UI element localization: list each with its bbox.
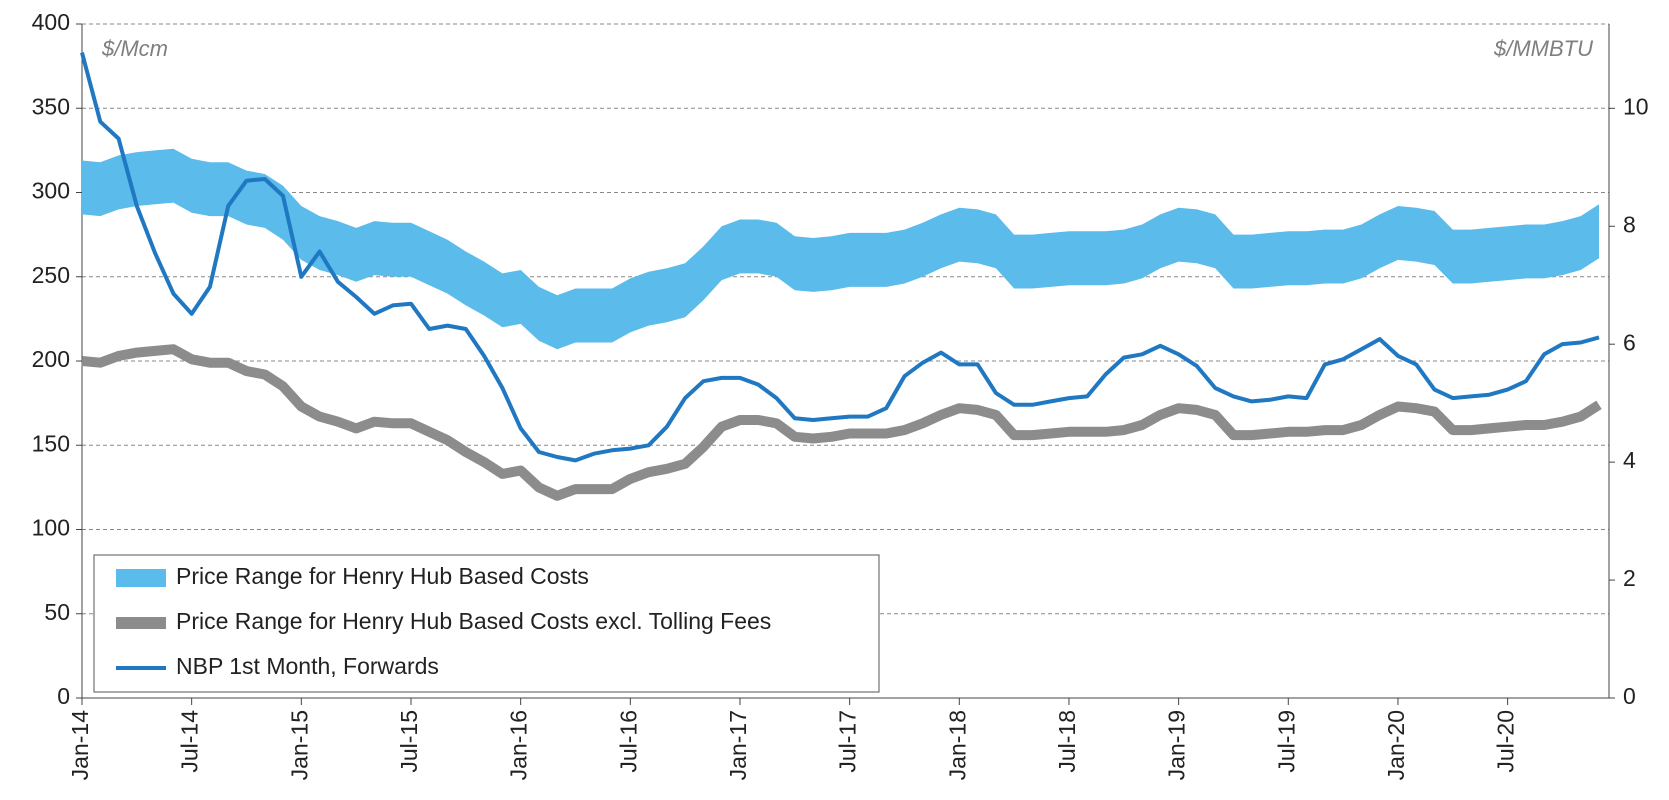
y2-axis-label: $/MMBTU <box>1493 36 1593 61</box>
x-tick-label: Jul-14 <box>177 710 203 773</box>
x-tick-label: Jul-20 <box>1493 710 1519 773</box>
y-tick-label: 150 <box>32 430 70 456</box>
x-tick-label: Jan-19 <box>1164 710 1190 780</box>
x-tick-label: Jul-16 <box>615 710 641 773</box>
y-axis-label: $/Mcm <box>101 36 168 61</box>
y2-tick-label: 2 <box>1623 565 1636 591</box>
x-tick-label: Jan-17 <box>725 710 751 780</box>
legend-box <box>93 554 880 693</box>
y-tick-label: 0 <box>57 683 70 709</box>
legend-label: NBP 1st Month, Forwards <box>176 653 439 679</box>
legend: Price Range for Henry Hub Based Costs Pri… <box>93 554 880 693</box>
y-tick-label: 400 <box>32 9 70 35</box>
x-tick-label: Jan-20 <box>1383 710 1409 780</box>
y2-tick-label: 0 <box>1623 683 1636 709</box>
x-tick-label: Jul-17 <box>835 710 861 773</box>
x-tick-label: Jan-18 <box>944 710 970 780</box>
y-tick-label: 50 <box>44 599 70 625</box>
x-tick-label: Jul-18 <box>1054 710 1080 773</box>
line <box>80 52 1600 463</box>
y-tick-label: 300 <box>32 178 70 204</box>
y2-tick-label: 6 <box>1623 329 1636 355</box>
x-tick-label: Jan-16 <box>506 710 532 780</box>
y-tick-label: 350 <box>32 93 70 119</box>
y2-tick-label: 4 <box>1623 447 1636 473</box>
y-tick-label: 250 <box>32 262 70 288</box>
legend-swatch <box>116 569 166 587</box>
x-tick-label: Jan-14 <box>67 710 93 781</box>
thick-line <box>81 344 1602 501</box>
x-tick-label: Jan-15 <box>286 710 312 780</box>
y-tick-label: 200 <box>32 346 70 372</box>
legend-label: Price Range for Henry Hub Based Costs ex… <box>176 608 771 634</box>
y-tick-label: 100 <box>32 515 70 541</box>
legend-label: Price Range for Henry Hub Based Costs <box>176 563 589 589</box>
x-tick-label: Jul-15 <box>396 710 422 773</box>
x-tick-label: Jul-19 <box>1273 710 1299 773</box>
range-band <box>82 148 1599 350</box>
y2-tick-label: 8 <box>1623 211 1636 237</box>
y2-tick-label: 10 <box>1623 93 1649 119</box>
